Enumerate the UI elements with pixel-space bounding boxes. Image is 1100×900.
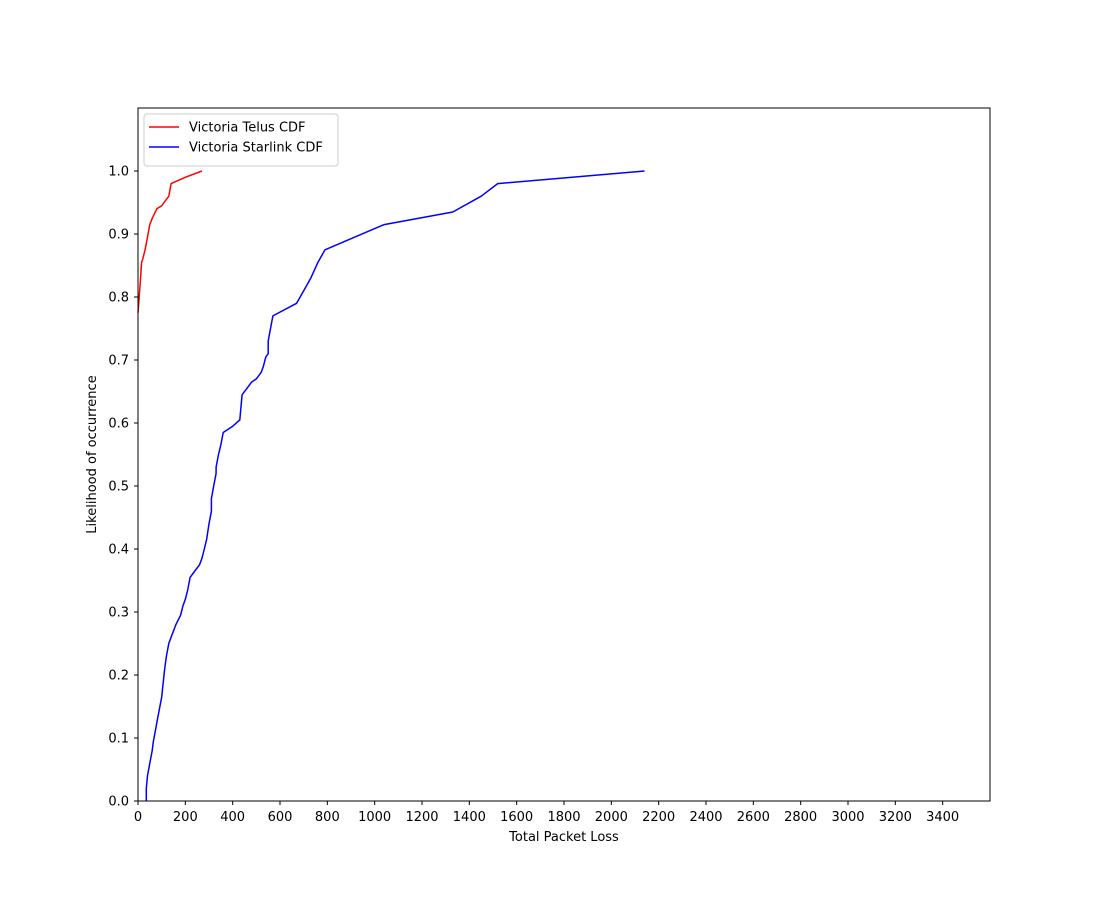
legend-box: [143, 113, 339, 167]
x-tick-label: 3200: [879, 810, 912, 825]
series-line-1: [145, 170, 645, 801]
x-tick-label: 0: [134, 810, 142, 825]
y-tick-label: 0.7: [108, 354, 129, 369]
x-tick-label: 2600: [737, 810, 770, 825]
y-tick-label: 0.4: [108, 543, 129, 558]
x-tick-label: 2000: [595, 810, 628, 825]
y-tick-label: 0.5: [108, 480, 129, 495]
y-tick-label: 1.0: [108, 165, 129, 180]
legend: Victoria Telus CDF Victoria Starlink CDF: [143, 113, 339, 167]
x-tick-label: 1600: [500, 810, 533, 825]
legend-label-0: Victoria Telus CDF: [189, 121, 306, 136]
series-line-0: [137, 170, 203, 313]
plot-area: [137, 170, 645, 801]
axes: 0 200 400 600 800 1000 1200 1400 1600 1800 2000 220…: [108, 107, 991, 825]
x-tick-label: 200: [173, 810, 198, 825]
x-tick-label: 3400: [926, 810, 959, 825]
x-tick-label: 1200: [405, 810, 438, 825]
y-tick-label: 0.9: [108, 228, 129, 243]
x-tick-label: 2200: [642, 810, 675, 825]
x-tick-label: 3000: [831, 810, 864, 825]
x-tick-label: 800: [315, 810, 340, 825]
x-tick-label: 2800: [784, 810, 817, 825]
x-axis-label: Total Packet Loss: [508, 830, 619, 845]
y-axis-label: Likelihood of occurrence: [85, 375, 100, 533]
y-tick-label: 0.1: [108, 732, 129, 747]
x-tick-label: 600: [268, 810, 293, 825]
x-tick-label: 400: [220, 810, 245, 825]
y-tick-label: 0.3: [108, 606, 129, 621]
y-tick-label: 0.2: [108, 669, 129, 684]
y-tick-label: 0.0: [108, 795, 129, 810]
y-tick-label: 0.8: [108, 291, 129, 306]
legend-label-1: Victoria Starlink CDF: [189, 141, 323, 156]
x-tick-label: 2400: [689, 810, 722, 825]
x-tick-label: 1000: [358, 810, 391, 825]
y-tick-label: 0.6: [108, 417, 129, 432]
plot-frame: [137, 107, 991, 802]
x-tick-label: 1800: [547, 810, 580, 825]
x-tick-label: 1400: [453, 810, 486, 825]
